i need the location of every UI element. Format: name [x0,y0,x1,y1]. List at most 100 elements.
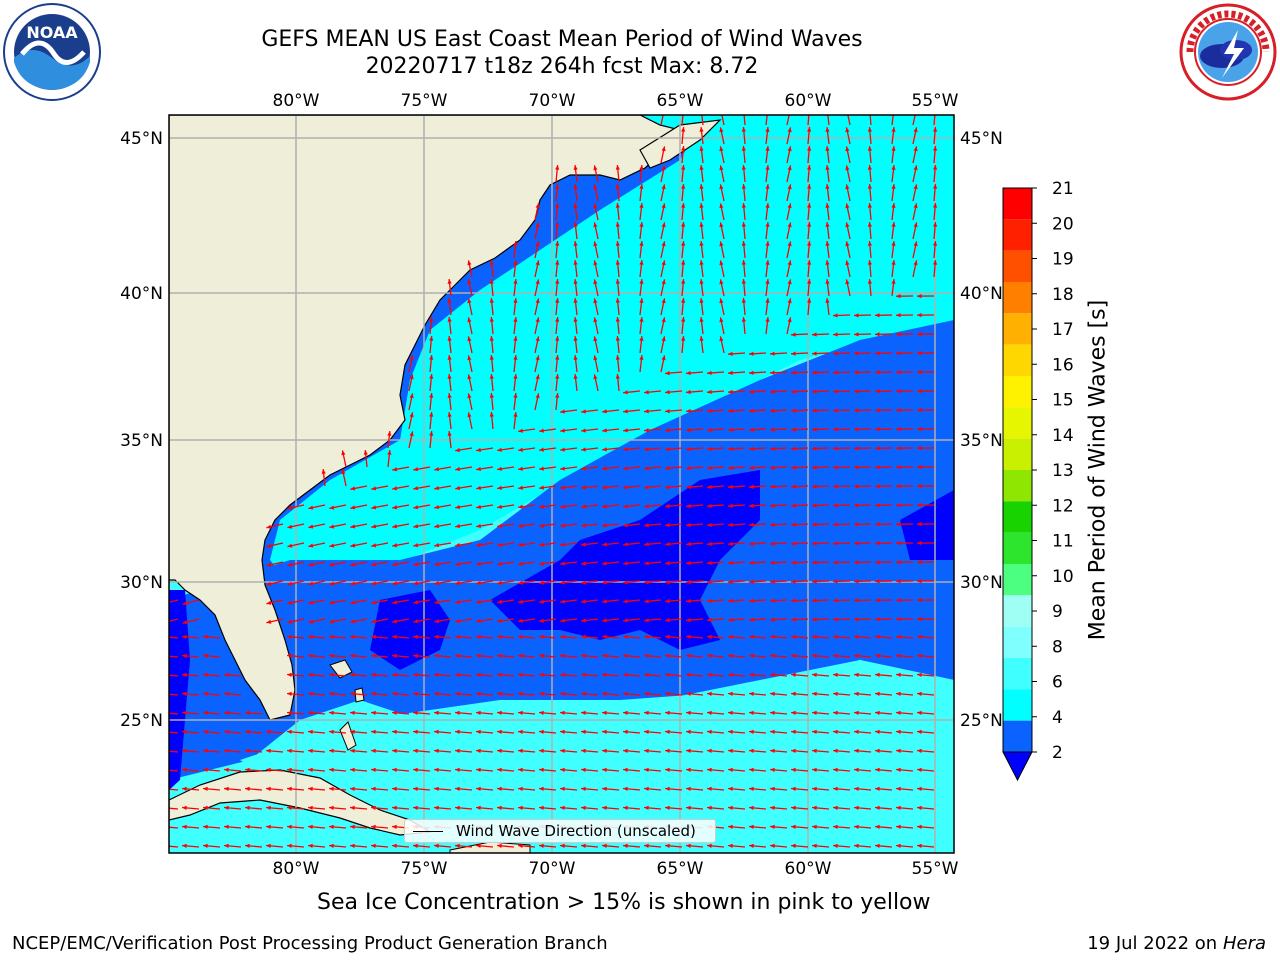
wave-direction-arrowhead [812,541,817,546]
wave-direction-arrowhead [623,843,628,849]
wave-direction-arrowhead [602,618,607,623]
wave-direction-arrowhead [686,729,691,735]
wave-direction-arrowhead [602,710,607,716]
wave-direction-arrowhead [699,260,704,265]
wave-direction-arrowhead [741,317,746,322]
wave-direction-arrowhead [917,786,922,792]
wave-direction-arrowhead [539,466,544,471]
wave-direction-arrowhead [707,446,712,452]
wave-direction-arrowhead [182,748,187,754]
wave-direction-arrowhead [518,748,523,754]
wave-direction-arrowhead [329,672,334,678]
wave-direction-arrowhead [489,412,494,417]
wave-direction-arrowhead [413,710,418,716]
wave-direction-arrowhead [932,165,938,170]
wave-direction-arrowhead [573,355,578,360]
wave-direction-arrowhead [581,710,586,716]
wave-direction-arrowhead [623,466,628,471]
wave-direction-arrowhead [489,298,494,303]
wave-direction-arrowhead [665,485,670,490]
wave-direction-arrowhead [287,710,292,716]
wave-direction-arrowhead [308,824,313,830]
wave-direction-arrowhead [555,374,560,379]
lon-tick-label: 70°W [529,91,576,111]
wave-direction-arrowhead [917,843,922,849]
wave-direction-arrowhead [807,146,812,151]
wave-direction-arrowhead [812,767,817,773]
wave-direction-arrowhead [896,503,901,508]
wave-direction-arrowhead [791,786,796,792]
wave-direction-arrowhead [699,127,704,132]
wave-direction-arrowhead [329,729,334,735]
wave-direction-arrowhead [535,298,540,304]
wave-direction-arrowhead [787,298,792,304]
wave-direction-arrowhead [203,672,208,678]
wave-direction-arrowhead [891,260,896,265]
wave-band-deep-blue-1 [370,590,450,670]
wave-direction-arrowhead [875,541,880,546]
wave-direction-arrowhead [686,710,691,716]
wave-direction-arrowhead [409,431,414,437]
wave-direction-arrowhead [555,222,560,227]
wave-direction-arrowhead [447,355,452,360]
wave-direction-arrowhead [807,222,812,227]
wave-direction-arrowhead [371,691,376,697]
wave-direction-arrowhead [497,710,502,716]
wave-direction-arrowhead [833,541,838,546]
wave-direction-arrowhead [791,427,796,432]
wave-direction-arrowhead [615,184,620,189]
wave-direction-arrowhead [602,466,607,471]
wave-direction-arrowhead [845,260,850,266]
wave-direction-arrowhead [287,524,293,529]
wave-direction-arrowhead [539,523,544,528]
wave-direction-arrowhead [623,447,628,452]
wave-direction-arrowhead [896,617,901,622]
wave-direction-arrowhead [765,165,770,170]
wave-direction-arrowhead [623,561,628,566]
wave-direction-arrowhead [329,767,334,773]
wave-direction-arrowhead [741,203,746,208]
wave-direction-arrowhead [329,748,334,754]
wave-direction-arrowhead [845,203,850,209]
land-bahamas [329,659,365,751]
wave-direction-arrowhead [770,767,775,773]
wave-direction-arrowhead [497,447,502,452]
wave-direction-arrowhead [875,313,880,318]
wave-direction-arrow [681,115,684,126]
wave-direction-arrowhead [854,767,859,773]
wave-direction-arrowhead [539,504,544,509]
wave-direction-arrowhead [812,503,817,508]
wave-direction-arrowhead [371,729,376,735]
wave-direction-arrowhead [476,561,482,566]
wave-direction-arrowhead [854,598,859,603]
wave-direction-arrowhead [917,521,922,527]
wave-direction-arrowhead [560,767,565,773]
wave-direction-arrowhead [765,108,769,113]
wave-direction-arrowhead [518,466,523,471]
wave-direction-arrowhead [728,389,733,394]
wave-direction-arrowhead [623,653,628,659]
wave-direction-arrowhead [581,805,586,811]
wave-direction-arrowhead [329,653,334,659]
wave-direction-arrowhead [665,542,670,547]
wave-direction-arrowhead [728,634,733,640]
wave-band-cyan [230,115,954,620]
wave-direction-arrowhead [615,279,620,284]
wave-direction-arrowhead [644,428,649,433]
wave-direction-arrowhead [728,484,733,489]
legend-label: Wind Wave Direction (unscaled) [456,822,696,840]
wave-direction-arrowhead [686,408,691,414]
wave-direction-arrowhead [321,469,326,474]
wave-direction-arrowhead [560,786,565,792]
wave-direction-arrowhead [434,466,440,472]
wave-direction-arrowhead [896,560,901,565]
sea-ice-note: Sea Ice Concentration > 15% is shown in … [317,890,931,915]
wave-direction-arrowhead [665,428,670,433]
wave-direction-arrowhead [875,351,880,356]
wave-direction-arrowhead [728,672,733,678]
wave-direction-arrowhead [518,672,523,678]
wave-direction-arrowhead [203,786,208,792]
wave-direction-arrowhead [825,222,830,227]
wave-direction-arrowhead [661,355,666,361]
wave-direction-arrow [701,115,704,126]
